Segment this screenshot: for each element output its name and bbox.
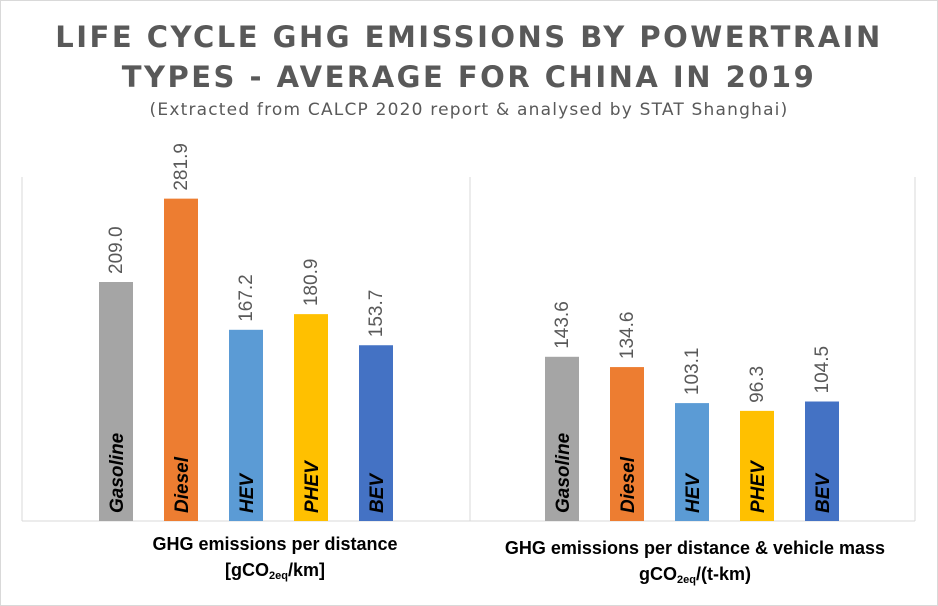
bar-gasoline-2 [545,356,579,521]
bar-phev-2 [740,410,774,521]
bar-bev-1 [359,345,393,521]
category-label-phev-1: PHEV [302,460,323,513]
category-label-gasoline-1: Gasoline [107,432,128,513]
bar-hev-2 [675,403,709,521]
bar-diesel-1 [164,198,198,522]
right-group-unit: gCO2eq/(t-km) [639,564,751,586]
category-label-phev-2: PHEV [748,460,769,513]
value-label-phev-2: 96.3 [747,366,768,403]
category-label-bev-1: BEV [367,473,388,513]
left-group-label: GHG emissions per distance [gCO2eq/km] [95,531,455,589]
category-label-diesel-1: Diesel [172,456,193,513]
category-label-hev-2: HEV [683,473,704,513]
category-label-diesel-2: Diesel [618,456,639,513]
chart-title-line-2: TYPES - AVERAGE FOR CHINA IN 2019 [121,60,817,94]
chart-subtitle: (Extracted from CALCP 2020 report & anal… [149,100,789,120]
left-group-title: GHG emissions per distance [152,534,398,554]
value-label-bev-1: 153.7 [366,290,387,338]
bar-phev-1 [294,314,328,521]
value-label-diesel-2: 134.6 [617,312,638,360]
right-group-label: GHG emissions per distance & vehicle mas… [470,535,920,593]
value-label-diesel-1: 281.9 [171,143,192,191]
category-label-bev-2: BEV [813,473,834,513]
value-label-gasoline-2: 143.6 [552,301,573,349]
value-label-gasoline-1: 209.0 [106,226,127,274]
bar-hev-1 [229,329,263,521]
category-label-gasoline-2: Gasoline [553,432,574,513]
bar-gasoline-1 [99,282,133,521]
value-label-hev-2: 103.1 [682,348,703,396]
left-group-unit: [gCO2eq/km] [225,560,325,582]
value-label-bev-2: 104.5 [812,346,833,394]
right-group-title: GHG emissions per distance & vehicle mas… [504,538,886,558]
bar-diesel-2 [610,367,644,521]
category-label-hev-1: HEV [237,473,258,513]
value-label-hev-1: 167.2 [236,274,257,322]
bar-bev-2 [805,401,839,521]
value-label-phev-1: 180.9 [301,259,322,307]
chart-title-line-1: LIFE CYCLE GHG EMISSIONS BY POWERTRAIN [55,20,883,54]
